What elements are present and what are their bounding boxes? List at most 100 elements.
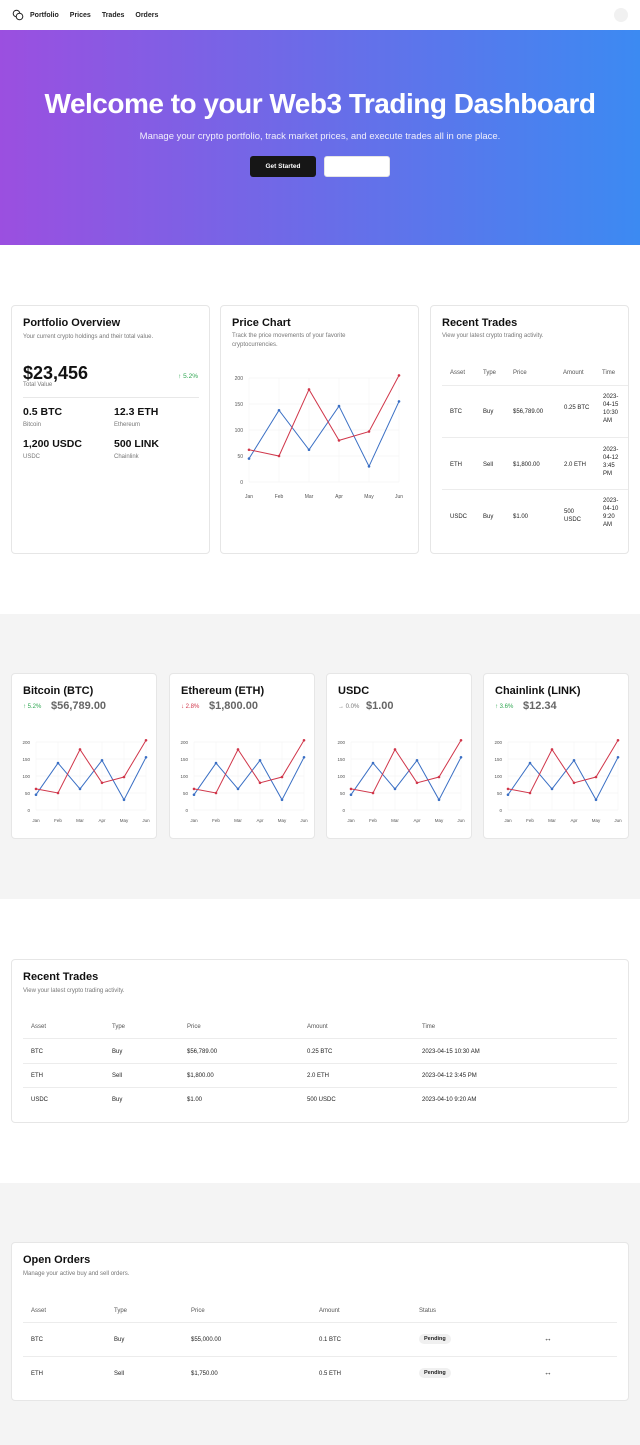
swap-arrows-icon[interactable]: ↔ bbox=[544, 1368, 552, 1377]
portfolio-divider bbox=[23, 397, 199, 398]
data-point bbox=[247, 457, 251, 460]
oo-row2-amount: 0.5 ETH bbox=[319, 1371, 342, 1377]
data-point bbox=[122, 798, 126, 802]
data-point bbox=[34, 793, 38, 796]
rts-row-divider bbox=[442, 385, 628, 386]
data-point bbox=[280, 798, 284, 802]
oo-header-amount: Amount bbox=[319, 1308, 340, 1314]
rt-row1-price: $56,789.00 bbox=[187, 1049, 218, 1055]
nav-link-orders[interactable]: Orders bbox=[135, 11, 159, 19]
coin-name: Ethereum (ETH) bbox=[181, 685, 265, 697]
coin-card-eth: Ethereum (ETH) ↓ 2.8% $1,800.00 0 50 100 15… bbox=[169, 673, 315, 839]
swap-arrows-icon[interactable]: ↔ bbox=[544, 1334, 552, 1343]
rts-row3-price: $1.00 bbox=[513, 514, 529, 520]
y-tick-label: 100 bbox=[235, 428, 244, 434]
x-tick-label: Jan bbox=[190, 818, 198, 823]
oo-row-divider bbox=[23, 1356, 617, 1357]
x-tick-label: Feb bbox=[526, 818, 534, 823]
nav-link-prices[interactable]: Prices bbox=[69, 11, 91, 19]
coins-logo-icon[interactable] bbox=[12, 9, 24, 21]
data-point bbox=[258, 759, 262, 762]
data-point bbox=[122, 775, 126, 779]
price-chart-title: Price Chart bbox=[232, 317, 291, 329]
x-tick-label: May bbox=[364, 494, 374, 500]
coin-name: Chainlink (LINK) bbox=[495, 685, 581, 697]
series-line-1 bbox=[193, 757, 305, 801]
x-tick-label: Jun bbox=[457, 818, 465, 823]
x-tick-label: Jan bbox=[347, 818, 355, 823]
rt-header-price: Price bbox=[187, 1024, 201, 1030]
coin-price: $1,800.00 bbox=[209, 700, 258, 712]
coin-name: Bitcoin (BTC) bbox=[23, 685, 94, 697]
y-tick-label: 150 bbox=[337, 757, 345, 762]
rt-row2-type: Sell bbox=[112, 1073, 123, 1079]
x-tick-label: Jan bbox=[32, 818, 40, 823]
rts-row2-time: 2023-04-12 3:45 PM bbox=[603, 447, 619, 477]
recent-trades-small-subtitle: View your latest crypto trading activity… bbox=[442, 333, 544, 339]
data-point bbox=[371, 761, 375, 765]
avatar[interactable] bbox=[614, 8, 628, 22]
rt-header-asset: Asset bbox=[31, 1024, 47, 1030]
y-tick-label: 200 bbox=[337, 740, 345, 745]
data-point bbox=[144, 739, 148, 742]
data-point bbox=[393, 787, 397, 791]
y-tick-label: 150 bbox=[180, 757, 188, 762]
x-tick-label: May bbox=[120, 818, 129, 823]
y-tick-label: 0 bbox=[185, 808, 188, 813]
rt-row2-price: $1,800.00 bbox=[187, 1073, 214, 1079]
data-point bbox=[367, 430, 371, 433]
x-tick-label: Jan bbox=[504, 818, 512, 823]
data-point bbox=[550, 787, 554, 791]
coin-price: $56,789.00 bbox=[51, 700, 107, 712]
rt-row-divider bbox=[23, 1087, 617, 1088]
rts-header-asset: Asset bbox=[450, 370, 466, 376]
coin-change: ↑ 3.6% bbox=[495, 704, 514, 710]
coin-line-chart: 0 50 100 150 200 Jan Feb Mar Apr May Jun bbox=[22, 739, 150, 823]
data-point bbox=[367, 465, 371, 468]
rt-row3-amount: 500 USDC bbox=[307, 1097, 336, 1103]
oo-row-divider bbox=[23, 1322, 617, 1323]
oo-row1-type: Buy bbox=[114, 1337, 125, 1343]
secondary-hero-button[interactable] bbox=[324, 156, 390, 177]
y-tick-label: 200 bbox=[22, 740, 30, 745]
nav-link-trades[interactable]: Trades bbox=[101, 11, 125, 19]
rt-row3-price: $1.00 bbox=[187, 1097, 203, 1103]
rt-row3-type: Buy bbox=[112, 1097, 123, 1103]
rts-row1-price: $56,789.00 bbox=[513, 409, 544, 415]
rts-row3-asset: USDC bbox=[450, 514, 468, 520]
portfolio-subtitle: Your current crypto holdings and their t… bbox=[23, 334, 154, 340]
holding-amount-usdc: 1,200 USDC bbox=[23, 438, 82, 450]
oo-header-status: Status bbox=[419, 1308, 437, 1314]
top-nav: Portfolio Prices Trades Orders bbox=[0, 0, 640, 30]
y-tick-label: 0 bbox=[27, 808, 30, 813]
rt-row3-time: 2023-04-10 9:20 AM bbox=[422, 1097, 477, 1103]
rt-header-time: Time bbox=[422, 1024, 436, 1030]
price-chart-subtitle: Track the price movements of your favori… bbox=[232, 333, 346, 348]
data-point bbox=[214, 761, 218, 765]
data-point bbox=[437, 775, 441, 779]
data-point bbox=[78, 748, 82, 751]
data-point bbox=[277, 454, 281, 458]
x-tick-label: Apr bbox=[335, 494, 343, 500]
rt-row2-amount: 2.0 ETH bbox=[307, 1073, 330, 1079]
data-point bbox=[34, 787, 38, 791]
y-tick-label: 200 bbox=[180, 740, 188, 745]
rts-row2-type: Sell bbox=[483, 462, 494, 468]
coin-line-chart: 0 50 100 150 200 Jan Feb Mar Apr May Jun bbox=[494, 739, 622, 823]
y-tick-label: 50 bbox=[237, 454, 243, 460]
status-badge: Pending bbox=[419, 1368, 451, 1378]
x-tick-label: Feb bbox=[369, 818, 377, 823]
coin-change: ↓ 2.8% bbox=[181, 704, 200, 710]
open-orders-title: Open Orders bbox=[23, 1254, 91, 1266]
data-point bbox=[214, 791, 218, 795]
recent-trades-small-title: Recent Trades bbox=[442, 317, 518, 329]
holding-amount-eth: 12.3 ETH bbox=[114, 406, 159, 418]
oo-header-type: Type bbox=[114, 1308, 128, 1314]
data-point bbox=[506, 787, 510, 791]
rts-row3-time: 2023-04-10 9:20 AM bbox=[603, 498, 619, 528]
y-tick-label: 150 bbox=[494, 757, 502, 762]
data-point bbox=[550, 748, 554, 751]
get-started-button[interactable]: Get Started bbox=[250, 156, 316, 177]
x-tick-label: Apr bbox=[98, 818, 106, 823]
nav-link-portfolio[interactable]: Portfolio bbox=[30, 11, 59, 19]
